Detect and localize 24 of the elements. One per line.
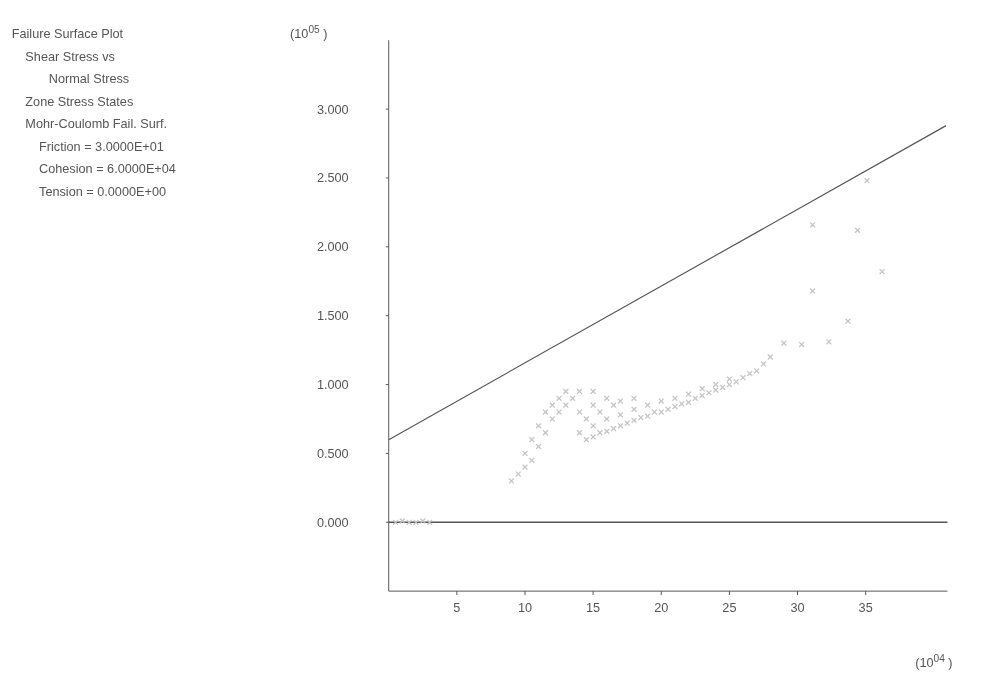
text: Tension = 0.0000E+00 bbox=[39, 184, 167, 199]
y-tick-label: 0.000 bbox=[316, 515, 349, 530]
x-tick-label: 35 bbox=[858, 600, 873, 615]
text: Shear Stress vs bbox=[25, 49, 115, 64]
text: Cohesion = 6.0000E+04 bbox=[39, 162, 176, 177]
text: Friction = 3.0000E+01 bbox=[39, 139, 164, 154]
y-tick-label: 3.000 bbox=[316, 102, 349, 117]
text: Zone Stress States bbox=[25, 94, 134, 109]
text: Normal Stress bbox=[48, 72, 130, 87]
y-tick-label: 0.500 bbox=[316, 446, 349, 461]
y-tick-label: 2.000 bbox=[316, 240, 349, 255]
x-tick-label: 20 bbox=[654, 600, 669, 615]
y-axis-title: (10$^{05}$ ) bbox=[290, 23, 328, 42]
y-tick-label: 1.000 bbox=[316, 377, 349, 392]
x-tick-label: 25 bbox=[722, 600, 737, 615]
x-tick-label: 5 bbox=[453, 600, 461, 615]
y-tick-label: 1.500 bbox=[316, 309, 349, 324]
x-tick-label: 30 bbox=[790, 600, 805, 615]
y-tick-label: 2.500 bbox=[316, 171, 349, 186]
x-axis-title: (10$^{04}$ ) bbox=[915, 652, 953, 671]
text: Mohr-Coulomb Fail. Surf. bbox=[25, 117, 168, 132]
x-tick-label: 15 bbox=[586, 600, 601, 615]
text: Failure Surface Plot bbox=[11, 27, 124, 42]
x-tick-label: 10 bbox=[517, 600, 533, 615]
